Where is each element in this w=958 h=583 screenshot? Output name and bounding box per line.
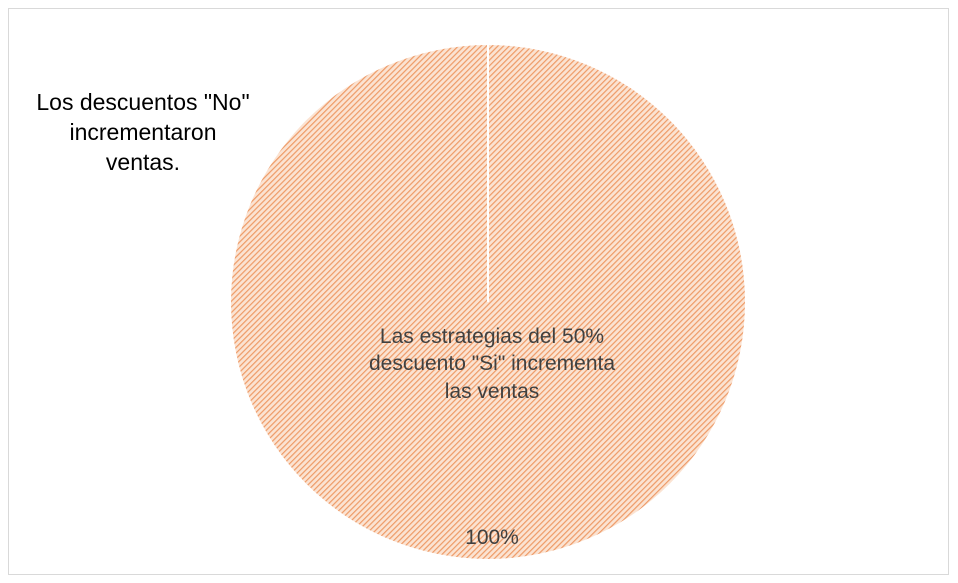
category-label: Los descuentos "No" incrementaron ventas… [36,89,250,175]
category-label: Las estrategias del 50% descuento "Si" i… [368,325,616,403]
value-label: 100% [465,526,519,549]
